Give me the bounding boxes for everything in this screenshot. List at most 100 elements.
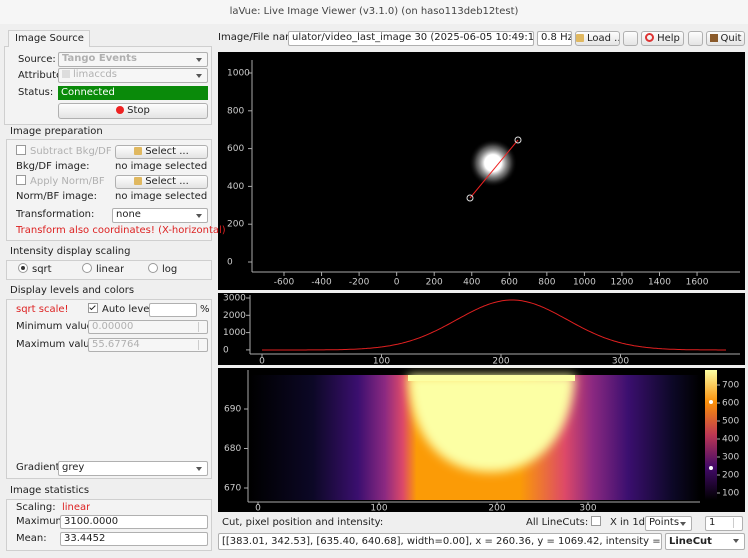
colorbar-handle	[709, 400, 713, 404]
all-linecuts-box	[591, 516, 601, 526]
select-bkg-button[interactable]: Select ...	[115, 145, 208, 159]
select-bkg-button-icon	[134, 147, 142, 155]
stop-button-icon	[116, 106, 124, 114]
settings-button[interactable]	[623, 31, 638, 46]
stats-title: Image statistics	[10, 484, 89, 498]
colorbar-tick-label: 300	[722, 453, 739, 463]
apply-norm-checkbox-box	[16, 175, 26, 185]
mode-combo[interactable]: LineCut	[665, 533, 745, 550]
y-tick-label: 200	[227, 220, 244, 230]
prep-title: Image preparation	[10, 125, 103, 139]
y-tick-label: 690	[224, 405, 241, 415]
x-in-1d-combo[interactable]: Points	[645, 516, 692, 531]
subtract-checkbox[interactable]: Subtract Bkg/DF	[16, 145, 112, 159]
load-button-icon	[576, 34, 584, 42]
mean-value: 33.4452	[60, 532, 208, 546]
select-norm-button[interactable]: Select ...	[115, 175, 208, 189]
max-input[interactable]: 55.67764	[88, 338, 208, 352]
colorbar-tick-label: 500	[722, 417, 739, 427]
radio-label: sqrt	[32, 264, 52, 275]
y-tick-label: 2000	[223, 311, 246, 321]
x-tick-label: 1200	[610, 278, 633, 288]
x-tick-label: 800	[538, 278, 555, 288]
x-tick-label: 1000	[573, 278, 596, 288]
radio-label: linear	[96, 264, 124, 275]
transform-warning: Transform also coordinates! (X-horizonta…	[16, 224, 226, 238]
x-tick-label: 0	[259, 357, 265, 367]
colorbar-tick-label: 100	[722, 489, 739, 499]
select-norm-button-icon	[134, 177, 142, 185]
cut-heatmap-top	[408, 375, 575, 381]
y-tick-label: 0	[223, 345, 229, 355]
scaling-label: Scaling:	[16, 501, 56, 515]
x-tick-label: 200	[426, 278, 443, 288]
transformation-combo[interactable]: none	[112, 208, 208, 223]
all-linecuts-label: All LineCuts:	[526, 517, 588, 528]
source-tab[interactable]: Image Source	[8, 30, 90, 47]
auto-levels-checkbox[interactable]: Auto levels	[88, 303, 157, 317]
help-button-icon	[645, 33, 654, 42]
quit-button-icon	[710, 34, 718, 42]
y-tick-label: 400	[227, 182, 244, 192]
rate-display: 0.8 Hz	[537, 31, 572, 46]
y-tick-label: 3000	[223, 294, 246, 304]
levels-title: Display levels and colors	[10, 284, 134, 298]
beam-spot	[469, 139, 517, 187]
colorbar-tick-label: 400	[722, 435, 739, 445]
x-tick-label: 100	[370, 504, 387, 514]
x-tick-label: -600	[274, 278, 295, 288]
status-value: Connected	[58, 86, 208, 100]
colorbar-handle	[709, 466, 713, 470]
x-tick-label: -200	[349, 278, 370, 288]
radio-dot	[82, 263, 92, 273]
min-input[interactable]: 0.00000	[88, 320, 208, 334]
x-tick-label: 300	[612, 357, 629, 367]
colorbar-tick-label: 700	[722, 381, 739, 391]
index-spin[interactable]: 1	[705, 516, 743, 531]
window-title: laVue: Live Image Viewer (v3.1.0) (on ha…	[0, 5, 748, 19]
scaling-radio[interactable]: sqrt	[18, 263, 52, 277]
quit-button[interactable]: Quit	[706, 31, 745, 46]
help-button-text: Help	[657, 33, 680, 44]
source-combo[interactable]: Tango Events	[58, 52, 208, 67]
sqrt-note: sqrt scale!	[16, 303, 69, 317]
load-button-text: Load ...	[587, 33, 620, 44]
stop-button-text: Stop	[127, 105, 150, 116]
attribute-combo[interactable]: limaccds	[58, 68, 208, 83]
norm-value: no image selected	[115, 190, 207, 204]
file-input[interactable]: ulator/video_last_image 30 (2025-06-05 1…	[288, 31, 534, 46]
y-tick-label: 600	[227, 144, 244, 154]
radio-dot	[148, 263, 158, 273]
x-tick-label: 0	[255, 504, 261, 514]
apply-norm-checkbox[interactable]: Apply Norm/BF	[16, 175, 105, 189]
scaling-value: linear	[62, 501, 90, 515]
x-tick-label: 100	[373, 357, 390, 367]
gradient-combo[interactable]: grey	[58, 461, 208, 476]
x-tick-label: 200	[488, 504, 505, 514]
norm-label: Norm/BF image:	[16, 190, 97, 204]
percent-label: %	[200, 303, 210, 317]
x-tick-label: 300	[579, 504, 596, 514]
config-button[interactable]	[688, 31, 703, 46]
maximum-value: 3100.0000	[60, 515, 208, 529]
help-button[interactable]: Help	[641, 31, 684, 46]
scaling-title: Intensity display scaling	[10, 245, 130, 259]
star-icon	[62, 70, 70, 78]
colorbar-tick-label: 600	[722, 399, 739, 409]
all-linecuts[interactable]: All LineCuts:	[526, 516, 605, 530]
apply-norm-checkbox-label: Apply Norm/BF	[30, 176, 105, 187]
x-tick-label: 600	[501, 278, 518, 288]
subtract-checkbox-label: Subtract Bkg/DF	[30, 146, 112, 157]
bkg-value: no image selected	[115, 160, 207, 174]
laVue-window: 10008006004002000-600-400-20002004006008…	[0, 0, 748, 558]
auto-percent-input[interactable]	[149, 303, 197, 317]
load-button[interactable]: Load ...	[575, 31, 620, 46]
x-tick-label: 200	[492, 357, 509, 367]
y-tick-label: 1000	[227, 69, 250, 79]
scaling-radio[interactable]: log	[148, 263, 177, 277]
select-bkg-button-text: Select ...	[145, 146, 189, 157]
scaling-radio[interactable]: linear	[82, 263, 124, 277]
x-in-1d-label: X in 1d:	[610, 516, 648, 530]
x-tick-label: 1400	[648, 278, 671, 288]
stop-button[interactable]: Stop	[58, 103, 208, 119]
